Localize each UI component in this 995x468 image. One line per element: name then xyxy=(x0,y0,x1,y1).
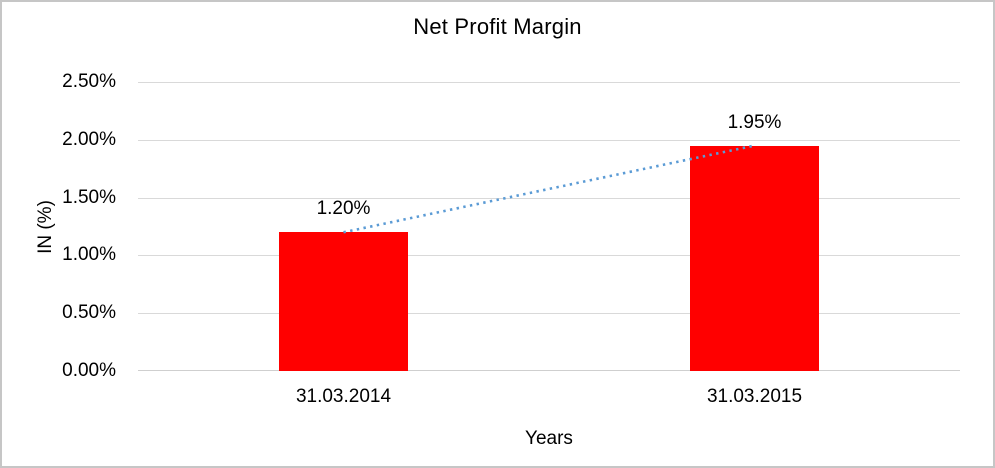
bar-31.03.2014 xyxy=(279,232,408,371)
x-axis-title: Years xyxy=(525,428,573,449)
bar-31.03.2015 xyxy=(690,145,819,371)
gridline xyxy=(138,313,960,315)
gridline xyxy=(138,197,960,199)
y-tick-label: 0.00% xyxy=(62,360,116,381)
y-tick-label: 1.00% xyxy=(62,244,116,266)
x-tick-label: 31.03.2015 xyxy=(706,386,803,407)
gridline xyxy=(138,139,960,141)
gridline xyxy=(138,255,960,257)
gridline xyxy=(138,82,960,83)
y-axis-title: IN (%) xyxy=(35,200,56,254)
gridline xyxy=(138,370,960,371)
bar-data-label: 1.95% xyxy=(727,111,782,133)
x-tick-label: 31.03.2014 xyxy=(295,386,392,407)
chart-title: Net Profit Margin xyxy=(413,14,582,39)
y-tick-label: 2.50% xyxy=(62,71,116,92)
y-tick-label: 0.50% xyxy=(62,302,116,324)
bar-data-label: 1.20% xyxy=(316,198,371,220)
y-tick-label: 2.00% xyxy=(62,128,116,150)
plot-area: 1.20% 1.95% xyxy=(138,82,960,371)
y-tick-label: 1.50% xyxy=(62,186,116,208)
